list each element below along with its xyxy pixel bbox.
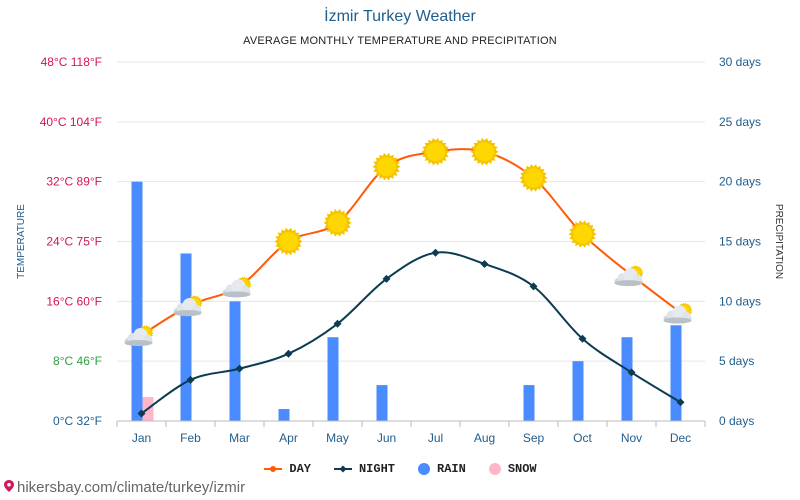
chart-subtitle: AVERAGE MONTHLY TEMPERATURE AND PRECIPIT… xyxy=(243,35,557,47)
month-label: May xyxy=(326,431,349,445)
night-temperature-line xyxy=(137,248,685,418)
sun-icon[interactable] xyxy=(470,137,499,166)
month-label: Sep xyxy=(523,431,545,445)
night-point[interactable] xyxy=(480,259,489,268)
legend-label-day: DAY xyxy=(289,462,311,476)
legend-item-snow[interactable]: SNOW xyxy=(488,462,537,476)
night-point[interactable] xyxy=(382,274,391,283)
temperature-tick-label: 40°C 104°F xyxy=(40,115,102,129)
cloud-icon xyxy=(614,268,643,287)
precipitation-axis-title: PRECIPITATION xyxy=(773,204,784,279)
partly-cloudy-icon[interactable] xyxy=(614,265,644,287)
day-series-line xyxy=(140,148,682,336)
cloud-icon xyxy=(124,327,153,346)
month-label: Jul xyxy=(428,431,443,445)
temperature-tick-label: 16°C 60°F xyxy=(46,294,102,308)
month-label: Dec xyxy=(670,431,691,445)
sun-icon[interactable] xyxy=(568,220,597,248)
temperature-tick-label: 0°C 32°F xyxy=(53,414,102,428)
legend-item-night[interactable]: NIGHT xyxy=(333,462,395,476)
month-label: Apr xyxy=(279,431,298,445)
rain-dot-icon xyxy=(418,463,430,475)
partly-cloudy-icon[interactable] xyxy=(663,302,693,324)
night-point[interactable] xyxy=(137,409,146,418)
source-watermark[interactable]: hikersbay.com/climate/turkey/izmir xyxy=(4,479,245,496)
temperature-tick-label: 24°C 75°F xyxy=(46,235,102,249)
temperature-tick-label: 32°C 89°F xyxy=(46,175,102,189)
night-line-icon xyxy=(333,465,352,473)
precipitation-tick-label: 0 days xyxy=(719,414,754,428)
legend-label-snow: SNOW xyxy=(507,462,537,476)
rain-bar[interactable] xyxy=(572,361,584,421)
chart-title: İzmir Turkey Weather xyxy=(324,8,476,25)
night-point[interactable] xyxy=(431,248,440,257)
precipitation-tick-label: 5 days xyxy=(719,354,754,368)
legend-item-day[interactable]: DAY xyxy=(263,462,311,476)
sun-icon[interactable] xyxy=(323,209,352,237)
rain-bar[interactable] xyxy=(327,337,339,421)
day-temperature-line xyxy=(140,148,682,336)
cloud-icon xyxy=(222,279,251,298)
night-point[interactable] xyxy=(235,364,244,373)
night-point[interactable] xyxy=(186,375,195,384)
sun-icon[interactable] xyxy=(274,227,303,256)
night-point[interactable] xyxy=(676,398,685,407)
partly-cloudy-icon[interactable] xyxy=(222,276,252,298)
legend-label-rain: RAIN xyxy=(437,462,466,476)
temperature-axis: 0°C 32°F 8°C 46°F 16°C 60°F 24°C 75°F 32°C 8… xyxy=(40,55,102,428)
night-series-line xyxy=(140,251,682,415)
night-point[interactable] xyxy=(333,319,342,328)
rain-bar[interactable] xyxy=(523,385,535,421)
rain-bar[interactable] xyxy=(621,337,633,421)
night-point[interactable] xyxy=(578,334,587,343)
precipitation-tick-label: 10 days xyxy=(719,294,761,308)
month-label: Mar xyxy=(229,431,250,445)
rain-bar[interactable] xyxy=(376,385,388,421)
rain-bar[interactable] xyxy=(278,409,290,421)
cloud-icon xyxy=(663,305,692,324)
watermark-text: hikersbay.com/climate/turkey/izmir xyxy=(17,479,246,496)
day-line-icon xyxy=(264,466,283,472)
precipitation-axis: 0 days 5 days 10 days 15 days 20 days 25 days… xyxy=(719,55,761,428)
rain-bar[interactable] xyxy=(131,181,143,421)
month-label: Jan xyxy=(132,431,151,445)
month-label: Feb xyxy=(180,431,201,445)
map-pin-icon xyxy=(4,480,14,492)
month-label: Jun xyxy=(377,431,396,445)
month-axis: Jan Feb Mar Apr May Jun Jul Aug Sep Oct Nov Dec xyxy=(116,420,706,445)
precipitation-tick-label: 25 days xyxy=(719,115,761,129)
partly-cloudy-icon[interactable] xyxy=(124,325,154,346)
sun-icon[interactable] xyxy=(421,137,450,166)
month-label: Oct xyxy=(573,431,592,445)
cloud-icon xyxy=(173,298,202,317)
temperature-tick-label: 48°C 118°F xyxy=(41,55,102,69)
sun-icon[interactable] xyxy=(372,152,401,181)
grid-lines xyxy=(117,61,705,422)
night-point[interactable] xyxy=(284,349,293,358)
partly-cloudy-icon[interactable] xyxy=(173,295,203,317)
precipitation-tick-label: 15 days xyxy=(719,235,761,249)
night-point[interactable] xyxy=(627,368,636,377)
snow-dot-icon xyxy=(488,463,501,475)
temperature-axis-title: TEMPERATURE xyxy=(16,204,27,279)
month-label: Aug xyxy=(474,431,495,445)
chart-legend: DAY NIGHT RAIN SNOW xyxy=(0,462,800,476)
night-point[interactable] xyxy=(529,282,538,291)
precipitation-tick-label: 30 days xyxy=(719,55,761,69)
weather-chart: 0°C 32°F 8°C 46°F 16°C 60°F 24°C 75°F 32°C 8… xyxy=(16,55,784,445)
legend-item-rain[interactable]: RAIN xyxy=(417,462,466,476)
legend-label-night: NIGHT xyxy=(358,462,395,476)
sun-icon[interactable] xyxy=(519,164,548,192)
precipitation-tick-label: 20 days xyxy=(719,175,761,189)
temperature-tick-label: 8°C 46°F xyxy=(53,354,102,368)
month-label: Nov xyxy=(621,431,642,445)
rain-bar[interactable] xyxy=(670,325,682,421)
rain-bar[interactable] xyxy=(229,301,241,421)
rain-bar[interactable] xyxy=(180,253,192,421)
weather-icons xyxy=(124,137,693,346)
